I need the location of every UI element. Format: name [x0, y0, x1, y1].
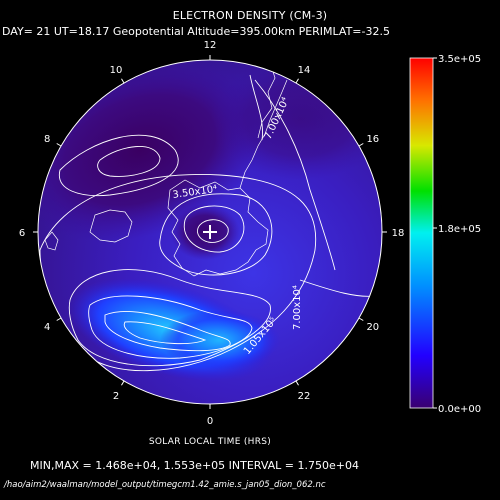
hour-tick	[121, 78, 125, 84]
hour-tick	[358, 143, 364, 147]
hour-label-10: 10	[110, 65, 123, 76]
australia-coastline	[89, 209, 133, 243]
colorbar-tick-label: 1.8e+05	[438, 224, 481, 235]
hour-label-18: 18	[392, 228, 405, 239]
colorbar-tick-label: 3.5e+05	[438, 54, 481, 65]
chart-subtitle: DAY= 21 UT=18.17 Geopotential Altitude=3…	[2, 25, 390, 38]
contour-line	[183, 205, 245, 253]
contour-line	[159, 193, 273, 276]
hour-label-12: 12	[204, 40, 217, 51]
hour-label-4: 4	[44, 322, 50, 333]
hour-labels: 12 14 16 18 20 22 0 2 4 6 8 10	[19, 40, 405, 427]
x-axis-label: SOLAR LOCAL TIME (HRS)	[148, 437, 272, 447]
contour-label: 7.00x10⁴	[292, 285, 303, 330]
hour-label-6: 6	[19, 228, 25, 239]
hour-label-0: 0	[207, 416, 213, 427]
south-america-coastline	[257, 61, 276, 139]
contour-line	[68, 269, 271, 367]
density-field	[38, 60, 382, 404]
min-max-summary: MIN,MAX = 1.468e+04, 1.553e+05 INTERVAL …	[30, 459, 359, 472]
contour-line	[88, 295, 253, 359]
hour-ticks	[33, 55, 387, 409]
hour-tick	[358, 317, 364, 321]
hour-label-20: 20	[366, 322, 379, 333]
contour-line	[249, 74, 263, 141]
hour-label-14: 14	[298, 65, 311, 76]
contour-line	[197, 219, 229, 243]
coastlines	[44, 61, 288, 277]
chart-title: ELECTRON DENSITY (CM-3)	[172, 9, 328, 22]
contour-line	[97, 146, 161, 177]
nz-coastline	[44, 231, 59, 251]
file-path: /hao/aim2/waalman/model_output/timegcm1.…	[4, 480, 326, 490]
hour-tick	[56, 317, 62, 321]
hour-tick	[295, 78, 299, 84]
hour-label-16: 16	[366, 134, 379, 145]
peninsula-coastline	[239, 79, 288, 189]
hour-label-8: 8	[44, 134, 50, 145]
hour-label-2: 2	[113, 391, 119, 402]
hour-tick	[295, 380, 299, 386]
contour-line	[123, 321, 207, 345]
hour-tick	[56, 143, 62, 147]
colorbar-tick-label: 0.0e+00	[438, 404, 481, 415]
colorbar	[409, 57, 434, 409]
contour-line	[104, 311, 231, 352]
hour-tick	[121, 380, 125, 386]
pole-marker	[203, 225, 217, 239]
colorbar-labels: 3.5e+05 1.8e+05 0.0e+00	[433, 54, 481, 415]
contour-line	[58, 134, 179, 197]
contour-line	[254, 79, 336, 271]
antarctica-coastline	[167, 179, 269, 277]
hour-label-22: 22	[298, 391, 311, 402]
